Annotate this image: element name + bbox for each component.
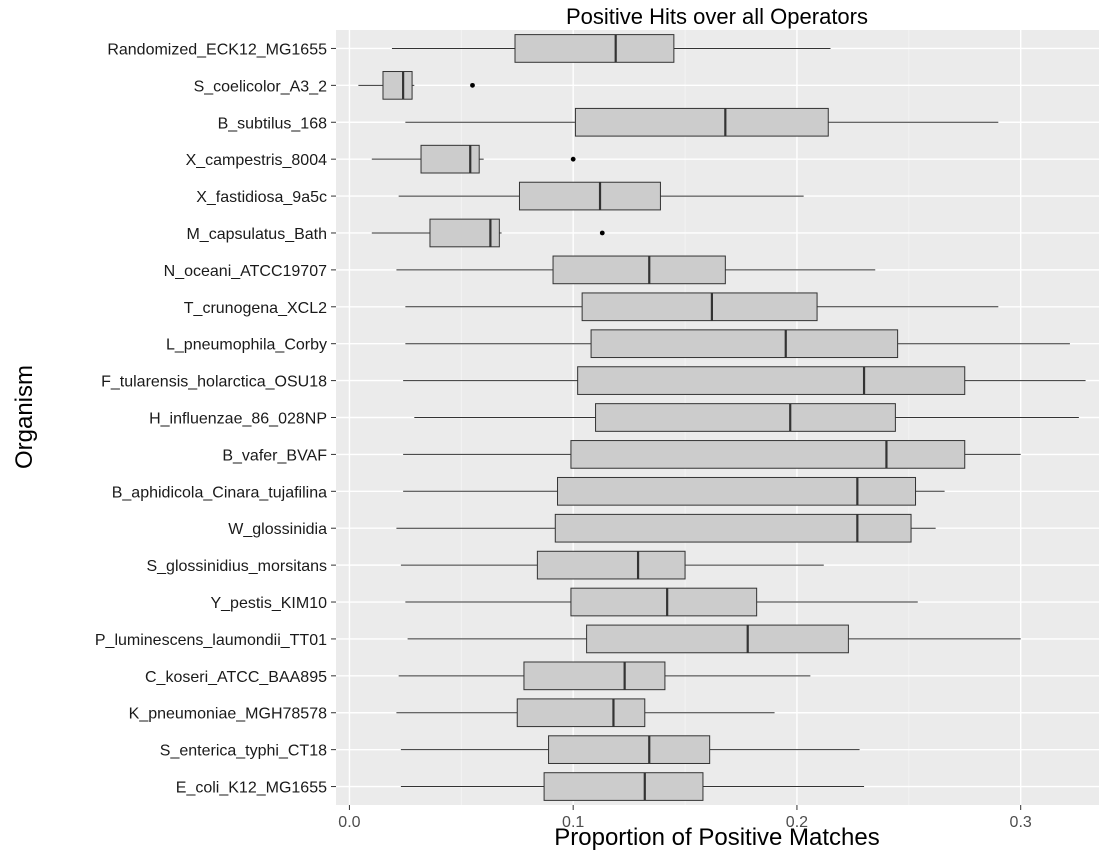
box <box>382 71 413 100</box>
box <box>552 255 726 285</box>
box <box>557 476 917 506</box>
boxes-layer <box>358 34 1086 801</box>
y-tick-label: B_aphidicola_Cinara_tujafilina <box>112 484 327 501</box>
box <box>581 292 818 322</box>
y-tick-label: P_luminescens_laumondii_TT01 <box>95 632 327 649</box>
box-group <box>405 329 1070 359</box>
y-tick-label: S_enterica_typhi_CT18 <box>160 743 327 760</box>
box-group <box>396 698 775 728</box>
box <box>548 735 711 764</box>
y-tick-label: C_koseri_ATCC_BAA895 <box>145 669 327 686</box>
outlier-point <box>570 156 576 162</box>
box <box>516 698 646 728</box>
outlier-point <box>470 82 475 88</box>
box-group <box>403 440 1021 469</box>
box-group <box>407 624 1021 654</box>
box <box>595 403 896 432</box>
y-axis-title: Organism <box>11 365 38 469</box>
x-tick-label: 0.2 <box>786 814 808 831</box>
box <box>570 587 758 617</box>
box-group <box>400 772 865 801</box>
box-group <box>391 34 831 63</box>
x-tick-label: 0.0 <box>338 814 360 831</box>
box-group <box>405 107 999 137</box>
y-tick-label: B_vafer_BVAF <box>222 447 327 464</box>
y-tick-label: H_influenzae_86_028NP <box>149 411 327 428</box>
box-group <box>400 735 860 764</box>
chart-title: Positive Hits over all Operators <box>566 4 868 29</box>
x-axis: 0.0 0.1 0.2 0.3 <box>338 805 1032 831</box>
y-tick-label: S_coelicolor_A3_2 <box>194 78 328 95</box>
y-tick-label: L_pneumophila_Corby <box>166 337 327 354</box>
box <box>514 34 675 63</box>
box-group <box>405 292 999 322</box>
y-tick-label: X_campestris_8004 <box>186 152 328 169</box>
x-tick-label: 0.3 <box>1010 814 1032 831</box>
y-tick-label: M_capsulatus_Bath <box>186 226 327 243</box>
box <box>536 550 686 580</box>
box-group <box>398 661 811 691</box>
box <box>586 624 849 654</box>
box <box>429 218 500 248</box>
box <box>554 513 912 543</box>
box-group <box>398 181 804 211</box>
box-group <box>405 587 918 617</box>
x-tick-label: 0.1 <box>562 814 584 831</box>
x-axis-title: Proportion of Positive Matches <box>554 824 880 851</box>
box <box>590 329 899 359</box>
box <box>543 772 704 801</box>
y-tick-label: W_glossinidia <box>228 521 327 538</box>
y-tick-label: F_tularensis_holarctica_OSU18 <box>101 374 327 391</box>
box-group <box>358 71 475 100</box>
box <box>518 181 661 211</box>
box-group <box>403 366 1086 395</box>
y-tick-label: K_pneumoniae_MGH78578 <box>129 706 327 723</box>
y-tick-label: S_glossinidius_morsitans <box>146 558 327 575</box>
y-tick-label: E_coli_K12_MG1655 <box>176 780 327 797</box>
y-tick-label: Randomized_ECK12_MG1655 <box>107 41 327 58</box>
box-group <box>371 144 576 174</box>
box-group <box>396 513 936 543</box>
box-group <box>400 550 824 580</box>
box <box>570 440 966 469</box>
box <box>574 107 829 137</box>
box-group <box>414 403 1079 432</box>
box-group <box>403 476 945 506</box>
outlier-point <box>599 230 605 236</box>
y-tick-label: N_oceani_ATCC19707 <box>164 263 327 280</box>
y-tick-label: Y_pestis_KIM10 <box>210 595 327 612</box>
box-group <box>396 255 876 285</box>
box-group <box>371 218 605 248</box>
box <box>577 366 966 395</box>
y-tick-label: B_subtilus_168 <box>218 115 328 132</box>
y-axis: Randomized_ECK12_MG1655 S_coelicolor_A3_2… <box>95 41 336 797</box>
y-tick-label: T_crunogena_XCL2 <box>184 300 327 317</box>
y-tick-label: X_fastidiosa_9a5c <box>196 189 327 206</box>
box <box>523 661 666 691</box>
